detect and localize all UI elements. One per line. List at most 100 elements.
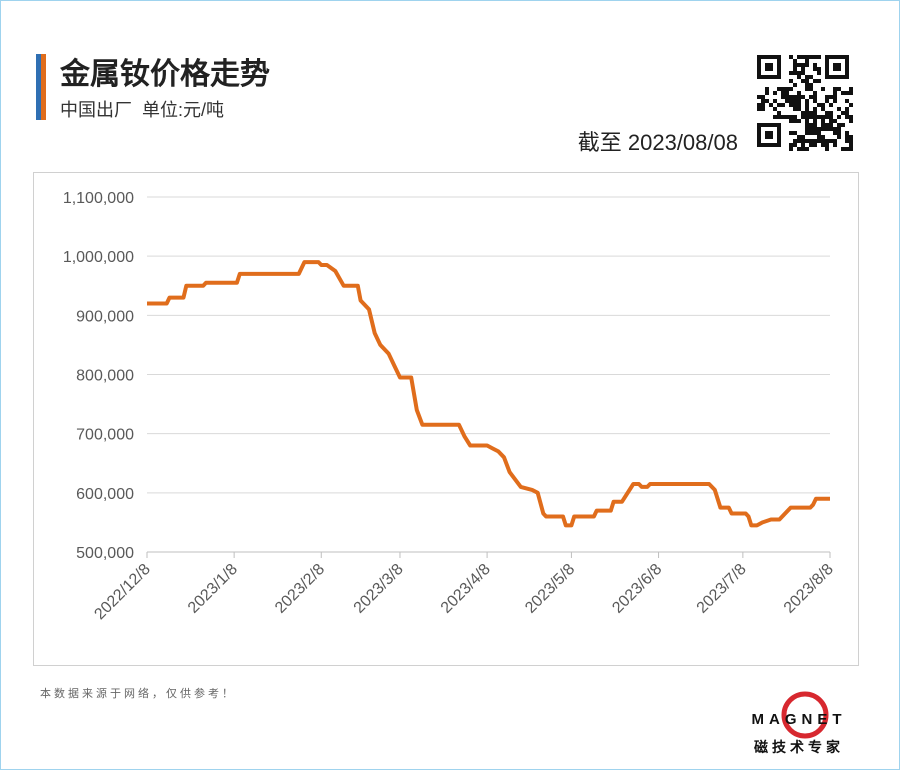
qr-module	[817, 139, 821, 143]
qr-code	[757, 55, 853, 151]
qr-module	[849, 115, 853, 119]
qr-module	[761, 99, 765, 103]
qr-module	[825, 143, 829, 147]
qr-module	[789, 95, 793, 99]
qr-module	[797, 95, 801, 99]
qr-module	[793, 95, 797, 99]
qr-module	[773, 115, 777, 119]
qr-module	[805, 147, 809, 151]
qr-module	[781, 115, 785, 119]
qr-module	[845, 91, 849, 95]
qr-module	[845, 147, 849, 151]
qr-module	[829, 95, 833, 99]
qr-module	[805, 123, 809, 127]
qr-module	[797, 119, 801, 123]
qr-module	[809, 87, 813, 91]
qr-module	[781, 87, 785, 91]
qr-module	[805, 127, 809, 131]
qr-module	[793, 59, 797, 63]
qr-module	[765, 87, 769, 91]
qr-module	[845, 99, 849, 103]
qr-module	[801, 143, 805, 147]
qr-module	[757, 107, 761, 111]
qr-module	[829, 127, 833, 131]
slogan: 磁技术专家	[754, 739, 844, 755]
qr-module	[801, 111, 805, 115]
qr-module	[805, 83, 809, 87]
qr-module	[785, 115, 789, 119]
qr-module	[805, 111, 809, 115]
qr-module	[805, 63, 809, 67]
qr-module	[797, 63, 801, 67]
qr-module	[793, 115, 797, 119]
qr-finder	[765, 131, 773, 139]
qr-module	[821, 123, 825, 127]
qr-module	[781, 91, 785, 95]
qr-module	[825, 99, 829, 103]
plot-frame	[33, 172, 859, 666]
qr-module	[789, 119, 793, 123]
qr-module	[821, 143, 825, 147]
qr-module	[797, 135, 801, 139]
qr-module	[841, 147, 845, 151]
qr-module	[801, 67, 805, 71]
qr-module	[813, 99, 817, 103]
qr-module	[801, 135, 805, 139]
qr-finder	[825, 55, 849, 79]
qr-module	[817, 103, 821, 107]
qr-module	[821, 135, 825, 139]
qr-module	[797, 75, 801, 79]
qr-module	[833, 143, 837, 147]
qr-module	[757, 103, 761, 107]
qr-module	[797, 103, 801, 107]
qr-module	[845, 139, 849, 143]
qr-module	[845, 111, 849, 115]
qr-module	[789, 79, 793, 83]
qr-module	[813, 107, 817, 111]
qr-module	[797, 147, 801, 151]
qr-module	[801, 63, 805, 67]
qr-module	[809, 95, 813, 99]
qr-module	[809, 75, 813, 79]
qr-module	[833, 99, 837, 103]
qr-module	[845, 107, 849, 111]
qr-module	[809, 83, 813, 87]
qr-module	[805, 131, 809, 135]
qr-module	[817, 71, 821, 75]
y-tick-label: 700,000	[76, 427, 134, 444]
qr-module	[773, 99, 777, 103]
qr-module	[789, 55, 793, 59]
qr-module	[789, 131, 793, 135]
qr-module	[849, 143, 853, 147]
qr-module	[797, 71, 801, 75]
qr-module	[777, 115, 781, 119]
qr-module	[813, 139, 817, 143]
qr-module	[821, 103, 825, 107]
qr-module	[809, 143, 813, 147]
qr-module	[801, 55, 805, 59]
qr-module	[841, 123, 845, 127]
qr-module	[805, 107, 809, 111]
source-note: 本数据来源于网络，仅供参考！	[40, 686, 236, 700]
y-tick-label: 800,000	[76, 368, 134, 385]
qr-module	[833, 95, 837, 99]
qr-module	[809, 131, 813, 135]
qr-module	[829, 119, 833, 123]
qr-module	[805, 99, 809, 103]
qr-module	[837, 127, 841, 131]
qr-module	[793, 143, 797, 147]
qr-module	[841, 91, 845, 95]
qr-module	[805, 55, 809, 59]
qr-module	[821, 127, 825, 131]
qr-module	[845, 131, 849, 135]
qr-module	[813, 63, 817, 67]
qr-module	[793, 107, 797, 111]
qr-finder	[765, 63, 773, 71]
qr-module	[805, 139, 809, 143]
qr-module	[797, 91, 801, 95]
qr-module	[777, 87, 781, 91]
qr-module	[825, 123, 829, 127]
qr-module	[805, 59, 809, 63]
